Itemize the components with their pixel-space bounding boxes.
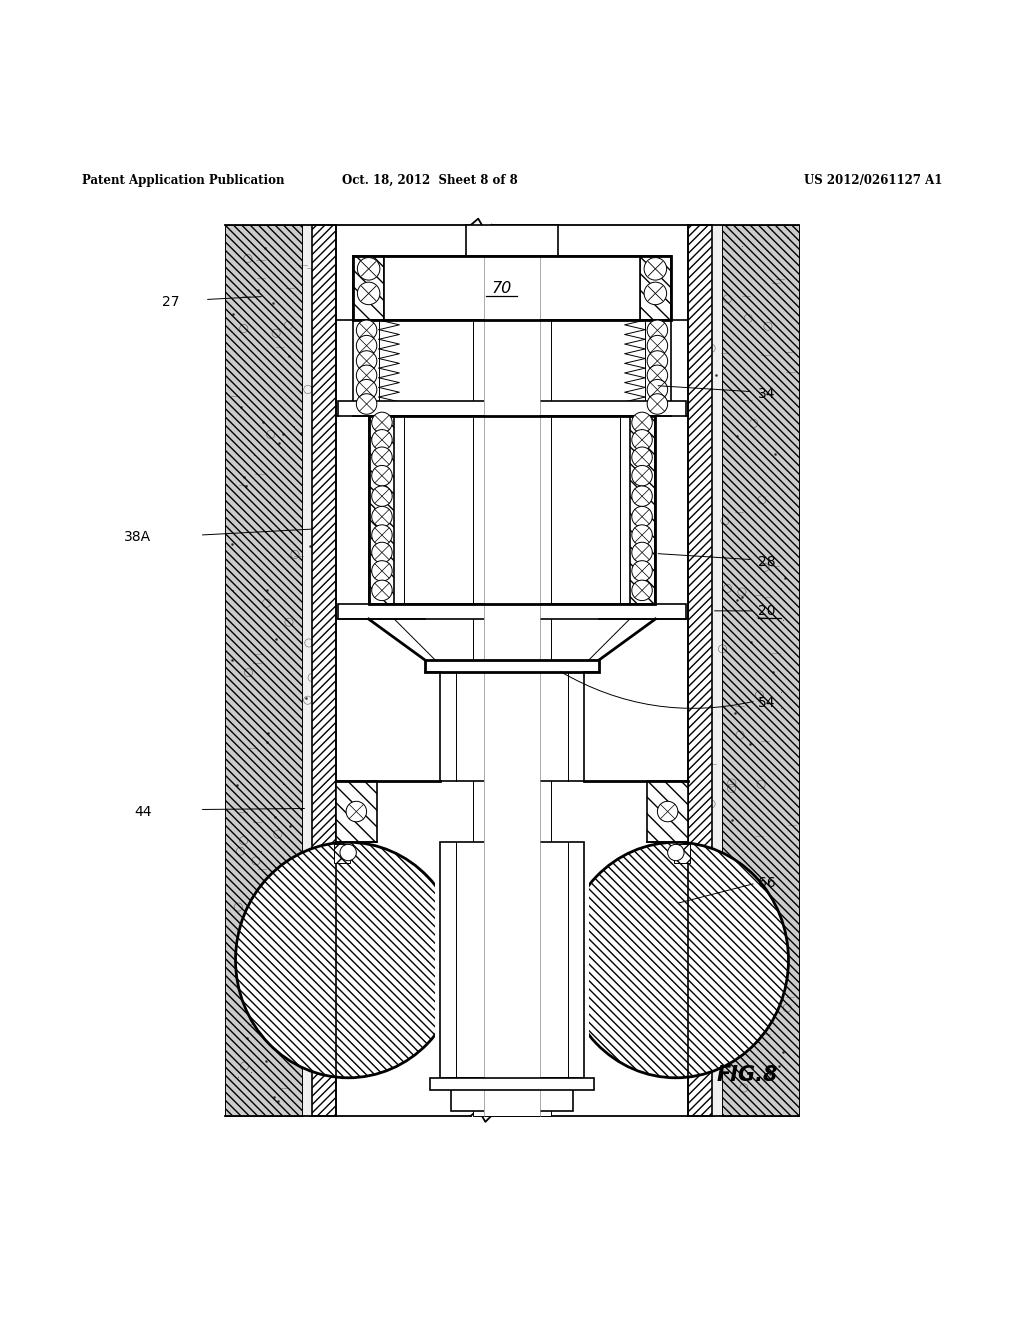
Circle shape [668,845,684,861]
Bar [722,224,799,1115]
Text: 70: 70 [492,281,512,296]
Circle shape [372,486,392,507]
Circle shape [647,379,668,400]
Circle shape [644,282,667,305]
Bar [369,416,655,603]
Bar [338,401,686,416]
Text: Patent Application Publication: Patent Application Publication [82,174,285,187]
Bar [473,224,551,1115]
Circle shape [647,393,668,414]
Bar [640,256,671,319]
Text: 66: 66 [758,876,775,890]
Bar [334,845,350,863]
Bar [647,781,688,842]
Text: 27: 27 [162,294,179,309]
Circle shape [632,486,652,507]
Circle shape [632,429,652,450]
Circle shape [357,257,380,280]
Text: 54: 54 [758,696,775,710]
Circle shape [644,257,667,280]
Circle shape [632,525,652,545]
Bar [302,224,323,1115]
Bar [430,1078,594,1090]
Bar [338,603,686,619]
Circle shape [632,579,652,601]
Circle shape [356,335,377,356]
Circle shape [356,393,377,414]
Circle shape [647,366,668,385]
Circle shape [340,845,356,861]
Bar [440,672,584,781]
Bar [384,256,640,319]
Text: 34: 34 [758,387,775,401]
Text: 44: 44 [134,805,152,818]
Bar [688,224,712,1115]
Circle shape [356,379,377,400]
Bar [466,224,558,256]
Text: US 2012/0261127 A1: US 2012/0261127 A1 [804,174,942,187]
Text: FIG.8: FIG.8 [717,1065,778,1085]
Bar [674,845,690,863]
Bar [336,224,688,1115]
Bar [336,781,377,842]
Circle shape [647,319,668,341]
Bar [630,416,655,603]
Circle shape [632,543,652,562]
Ellipse shape [236,842,461,1078]
Bar [225,224,302,1115]
Bar [435,842,589,1078]
Text: Oct. 18, 2012  Sheet 8 of 8: Oct. 18, 2012 Sheet 8 of 8 [342,174,518,187]
Circle shape [346,801,367,822]
Bar [312,224,336,1115]
Bar [451,1078,573,1110]
Circle shape [356,366,377,385]
Circle shape [372,543,392,562]
Circle shape [372,466,392,486]
Bar [369,416,655,603]
Bar [353,256,671,319]
Circle shape [647,351,668,371]
Circle shape [356,319,377,341]
Circle shape [357,282,380,305]
Text: 38A: 38A [125,531,152,544]
Bar [425,660,599,672]
Circle shape [356,351,377,371]
Circle shape [372,579,392,601]
Text: 20: 20 [758,603,775,618]
Circle shape [657,801,678,822]
Circle shape [632,466,652,486]
Circle shape [632,412,652,433]
Circle shape [632,507,652,527]
Circle shape [372,525,392,545]
Circle shape [372,429,392,450]
Bar [701,224,722,1115]
Text: 28: 28 [758,554,775,569]
Circle shape [647,335,668,356]
Ellipse shape [563,842,788,1078]
Bar [353,256,384,319]
Circle shape [372,412,392,433]
Bar [440,842,584,1078]
Circle shape [632,561,652,581]
Circle shape [372,447,392,467]
Circle shape [372,507,392,527]
Bar [484,224,540,1115]
Circle shape [632,447,652,467]
Circle shape [372,561,392,581]
Bar [369,416,394,603]
